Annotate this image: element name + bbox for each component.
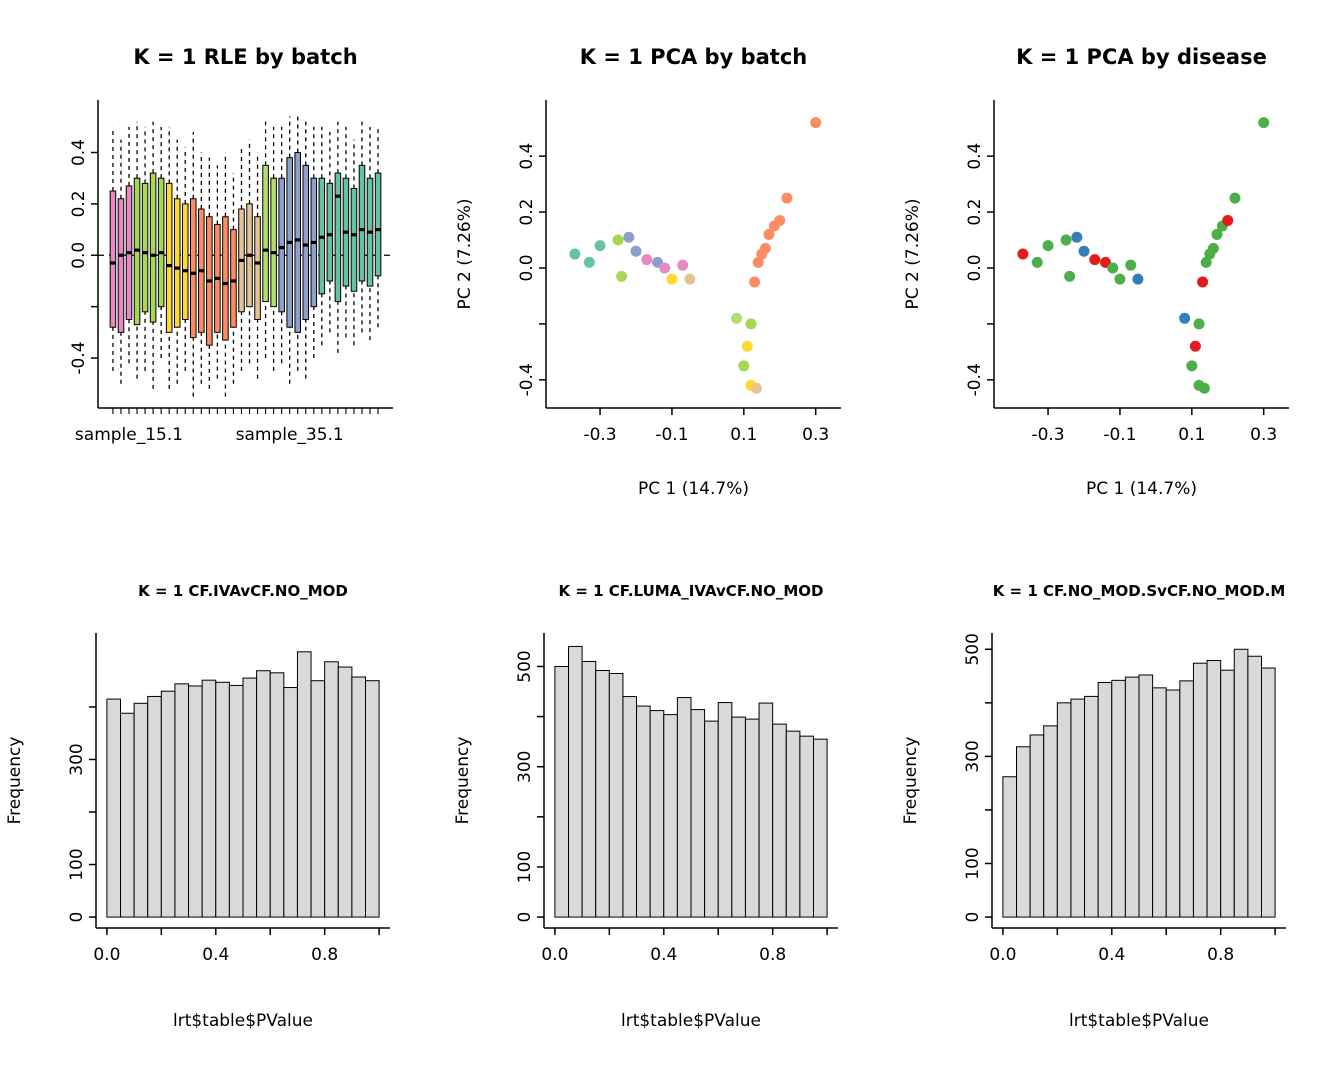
svg-text:0.0: 0.0 (989, 945, 1016, 965)
hist-cf-luma-iva-chart: K = 1 CF.LUMA_IVAvCF.NO_MOD 0 100 300 500 Fre… (453, 582, 838, 1031)
pca-by-disease-chart: K = 1 PCA by disease -0.4 0.0 0.2 0.4 PC 2 (7… (903, 45, 1289, 499)
panel-rle-by-batch: K = 1 RLE by batch -0.4 0.0 0.2 0.4 sample_15… (0, 0, 448, 538)
svg-text:-0.4: -0.4 (517, 363, 537, 396)
svg-text:lrt$table$PValue: lrt$table$PValue (1069, 1011, 1209, 1031)
svg-text:lrt$table$PValue: lrt$table$PValue (621, 1011, 761, 1031)
svg-text:300: 300 (67, 743, 87, 775)
svg-text:0.0: 0.0 (69, 242, 89, 269)
panel-hist-cf-luma-iva: K = 1 CF.LUMA_IVAvCF.NO_MOD 0 100 300 500 Fre… (448, 538, 896, 1075)
svg-text:-0.1: -0.1 (1103, 425, 1136, 445)
svg-text:Frequency: Frequency (453, 737, 473, 825)
svg-text:K = 1 CF.NO_MOD.SvCF.NO_MOD.M: K = 1 CF.NO_MOD.SvCF.NO_MOD.M (993, 582, 1286, 600)
svg-text:0.3: 0.3 (802, 425, 829, 445)
svg-text:-0.3: -0.3 (583, 425, 616, 445)
svg-text:Frequency: Frequency (901, 737, 921, 825)
svg-text:K = 1 RLE by batch: K = 1 RLE by batch (133, 45, 357, 69)
panel-hist-cf-no-mod: K = 1 CF.NO_MOD.SvCF.NO_MOD.M 0 100 300 500 F… (896, 538, 1344, 1075)
svg-text:0.4: 0.4 (517, 143, 537, 170)
svg-text:0.8: 0.8 (1207, 945, 1234, 965)
svg-text:100: 100 (963, 847, 983, 879)
svg-text:0.2: 0.2 (69, 190, 89, 217)
svg-text:100: 100 (67, 848, 87, 880)
svg-text:-0.4: -0.4 (69, 341, 89, 374)
svg-text:100: 100 (515, 851, 535, 883)
svg-text:0.1: 0.1 (1178, 425, 1205, 445)
svg-text:300: 300 (515, 750, 535, 782)
svg-text:0.0: 0.0 (541, 945, 568, 965)
svg-text:0.0: 0.0 (517, 254, 537, 281)
svg-text:sample_35.1: sample_35.1 (236, 425, 344, 445)
svg-text:K = 1 PCA by disease: K = 1 PCA by disease (1016, 45, 1267, 69)
svg-text:0.8: 0.8 (311, 945, 338, 965)
rle-by-batch-chart: K = 1 RLE by batch -0.4 0.0 0.2 0.4 sample_15… (69, 45, 393, 445)
svg-text:500: 500 (963, 633, 983, 665)
svg-text:K = 1 CF.IVAvCF.NO_MOD: K = 1 CF.IVAvCF.NO_MOD (138, 582, 348, 600)
svg-text:PC 1 (14.7%): PC 1 (14.7%) (1086, 479, 1197, 499)
svg-text:K = 1 CF.LUMA_IVAvCF.NO_MOD: K = 1 CF.LUMA_IVAvCF.NO_MOD (559, 582, 824, 600)
pca-by-batch-chart: K = 1 PCA by batch -0.4 0.0 0.2 0.4 PC 2 (7.2… (455, 45, 841, 499)
svg-text:0.4: 0.4 (69, 139, 89, 166)
svg-text:0.2: 0.2 (517, 199, 537, 226)
svg-text:0.4: 0.4 (650, 945, 677, 965)
svg-text:PC 2 (7.26%): PC 2 (7.26%) (455, 198, 475, 309)
svg-text:PC 2 (7.26%): PC 2 (7.26%) (903, 198, 923, 309)
svg-text:-0.1: -0.1 (655, 425, 688, 445)
svg-text:0.0: 0.0 (93, 945, 120, 965)
svg-text:PC 1 (14.7%): PC 1 (14.7%) (638, 479, 749, 499)
svg-text:0: 0 (515, 912, 535, 923)
svg-text:0.4: 0.4 (965, 143, 985, 170)
svg-text:0.4: 0.4 (1098, 945, 1125, 965)
svg-text:sample_15.1: sample_15.1 (75, 425, 183, 445)
svg-text:lrt$table$PValue: lrt$table$PValue (173, 1011, 313, 1031)
svg-text:-0.3: -0.3 (1031, 425, 1064, 445)
svg-text:0: 0 (963, 912, 983, 923)
hist-cf-no-mod-chart: K = 1 CF.NO_MOD.SvCF.NO_MOD.M 0 100 300 500 F… (901, 582, 1286, 1031)
panel-hist-cf-iva: K = 1 CF.IVAvCF.NO_MOD 0 100 300 Frequency 0.… (0, 538, 448, 1075)
panel-pca-by-batch: K = 1 PCA by batch -0.4 0.0 0.2 0.4 PC 2 (7.2… (448, 0, 896, 538)
svg-text:500: 500 (515, 650, 535, 682)
svg-text:Frequency: Frequency (5, 737, 25, 825)
svg-text:K = 1 PCA by batch: K = 1 PCA by batch (580, 45, 807, 69)
hist-cf-iva-chart: K = 1 CF.IVAvCF.NO_MOD 0 100 300 Frequency 0.… (5, 582, 390, 1031)
svg-text:300: 300 (963, 740, 983, 772)
svg-text:0: 0 (67, 912, 87, 923)
svg-text:0.8: 0.8 (759, 945, 786, 965)
svg-text:0.4: 0.4 (202, 945, 229, 965)
panel-pca-by-disease: K = 1 PCA by disease -0.4 0.0 0.2 0.4 PC 2 (7… (896, 0, 1344, 538)
svg-text:0.2: 0.2 (965, 199, 985, 226)
svg-text:0.3: 0.3 (1250, 425, 1277, 445)
svg-text:0.0: 0.0 (965, 254, 985, 281)
svg-text:0.1: 0.1 (730, 425, 757, 445)
svg-text:-0.4: -0.4 (965, 363, 985, 396)
